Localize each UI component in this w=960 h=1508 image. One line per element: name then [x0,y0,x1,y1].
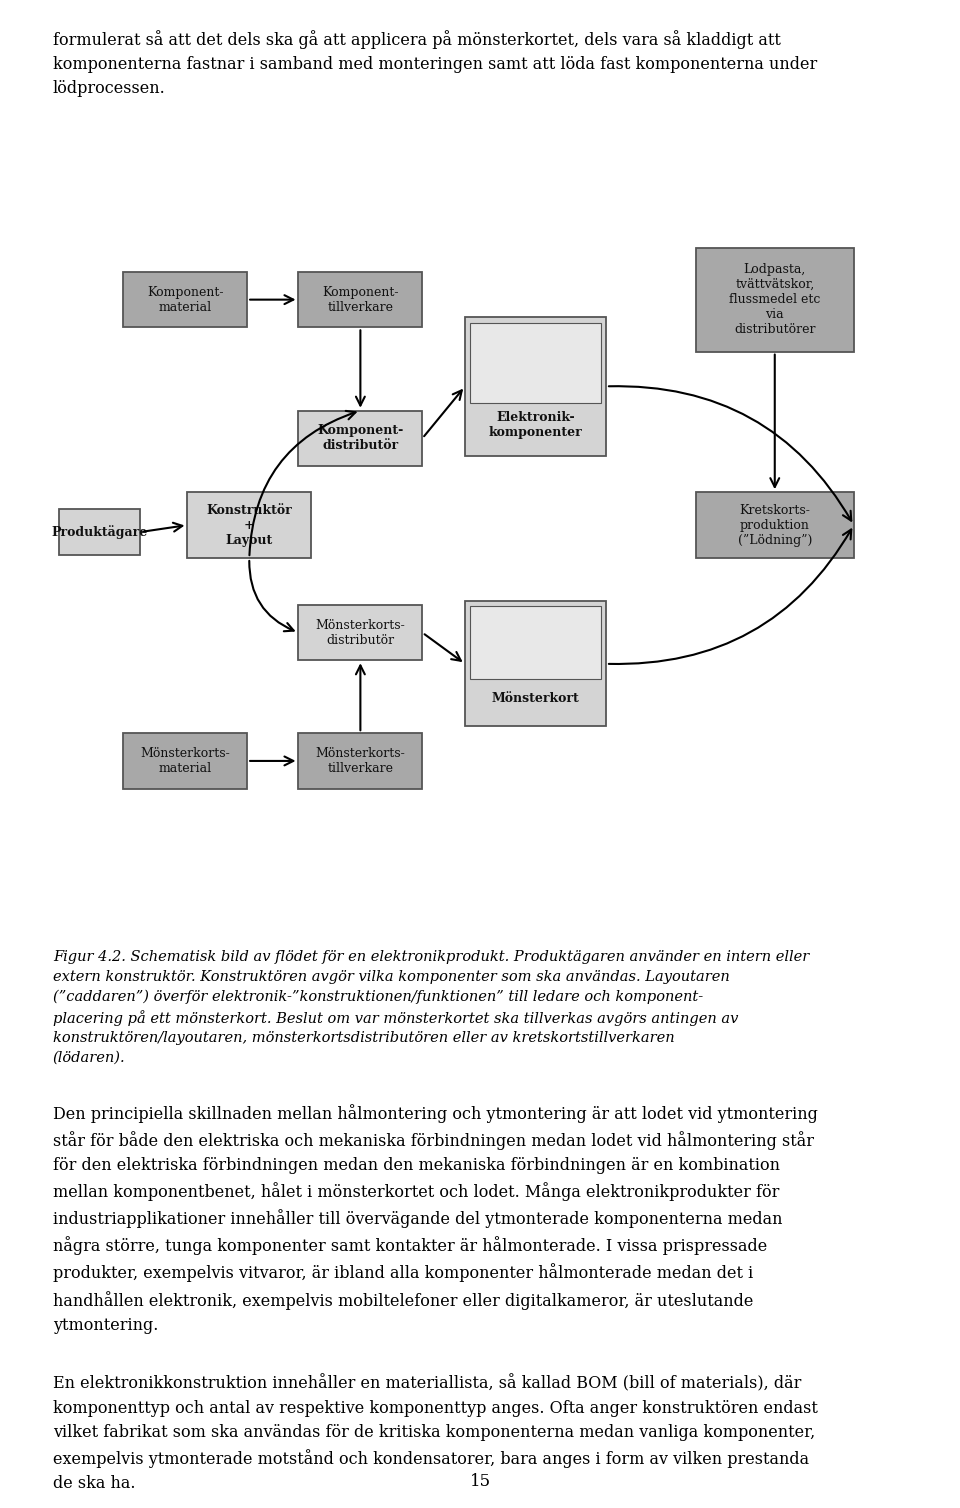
Text: Komponent-
distributör: Komponent- distributör [317,424,403,452]
Bar [696,492,853,558]
Bar [123,733,247,789]
Text: formulerat så att det dels ska gå att applicera på mönsterkortet, dels vara så k: formulerat så att det dels ska gå att ap… [53,30,817,98]
Bar [465,317,606,455]
Bar [123,271,247,327]
Text: Mönsterkorts-
material: Mönsterkorts- material [140,746,230,775]
Bar [696,247,853,351]
Text: Kretskorts-
produktion
(”Lödning”): Kretskorts- produktion (”Lödning”) [737,504,812,546]
Text: 15: 15 [469,1473,491,1490]
Bar [465,602,606,727]
Text: Konstruktör
+
Layout: Konstruktör + Layout [206,504,292,546]
Bar [299,410,422,466]
Text: Komponent-
tillverkare: Komponent- tillverkare [323,285,398,314]
Text: Elektronik-
komponenter: Elektronik- komponenter [489,412,583,439]
Text: Den principiella skillnaden mellan hålmontering och ytmontering är att lodet vid: Den principiella skillnaden mellan hålmo… [53,1104,818,1333]
Bar [60,510,140,555]
Text: En elektronikkonstruktion innehåller en materiallista, så kallad BOM (bill of ma: En elektronikkonstruktion innehåller en … [53,1375,818,1493]
Text: Mönsterkorts-
distributör: Mönsterkorts- distributör [316,618,405,647]
Bar [469,606,601,679]
Text: Mönsterkorts-
tillverkare: Mönsterkorts- tillverkare [316,746,405,775]
Text: Komponent-
material: Komponent- material [147,285,224,314]
Bar [187,492,311,558]
Bar [299,733,422,789]
Text: Produktägare: Produktägare [52,525,148,538]
Bar [299,271,422,327]
Bar [299,605,422,661]
Text: Figur 4.2. Schematisk bild av flödet för en elektronikprodukt. Produktägaren anv: Figur 4.2. Schematisk bild av flödet för… [53,950,809,1065]
Bar [469,323,601,403]
Text: Lodpasta,
tvättvätskor,
flussmedel etc
via
distributörer: Lodpasta, tvättvätskor, flussmedel etc v… [729,262,821,336]
Text: Mönsterkort: Mönsterkort [492,692,580,706]
